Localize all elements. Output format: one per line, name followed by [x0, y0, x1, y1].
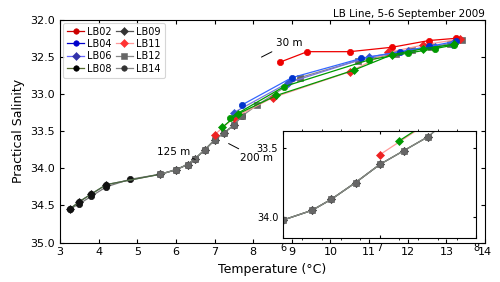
- Legend: LB02, LB04, LB06, LB08, LB09, LB11, LB12, LB14: LB02, LB04, LB06, LB08, LB09, LB11, LB12…: [63, 23, 164, 78]
- Text: 200 m: 200 m: [228, 144, 272, 163]
- X-axis label: Temperature (°C): Temperature (°C): [218, 263, 326, 276]
- Text: 125 m: 125 m: [156, 147, 195, 159]
- Text: 30 m: 30 m: [262, 38, 303, 57]
- Y-axis label: Practical Salinity: Practical Salinity: [12, 79, 25, 183]
- Text: LB Line, 5-6 September 2009: LB Line, 5-6 September 2009: [333, 9, 485, 19]
